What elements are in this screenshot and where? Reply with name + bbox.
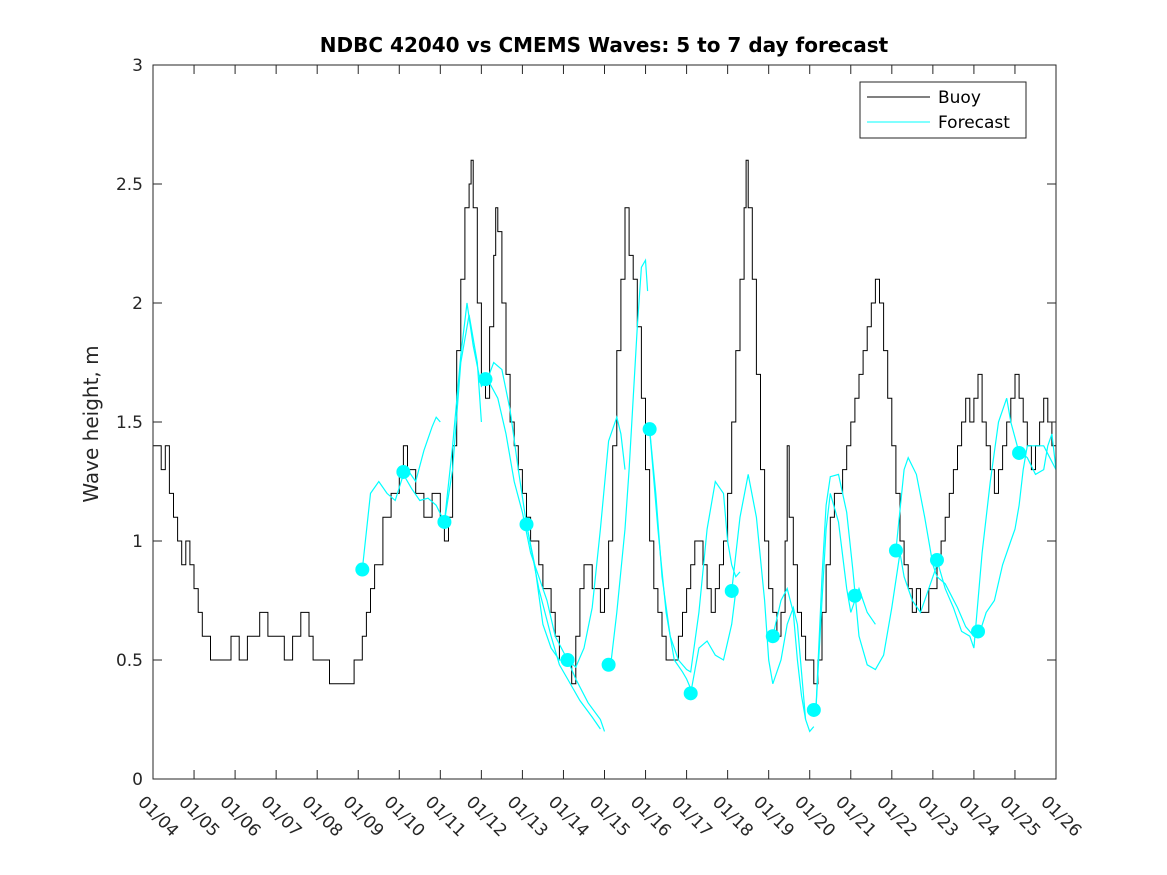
series-line-forecast-segment xyxy=(815,473,938,711)
series-line-forecast-segment xyxy=(731,474,815,733)
forecast-marker-point xyxy=(683,686,698,701)
forecast-marker-point xyxy=(1012,445,1027,460)
series-line-forecast-segment xyxy=(979,445,1057,632)
chart-title: NDBC 42040 vs CMEMS Waves: 5 to 7 day fo… xyxy=(320,33,889,57)
y-tick-label: 3 xyxy=(132,56,143,76)
legend: Buoy Forecast xyxy=(859,81,1027,139)
series-line-forecast-segment xyxy=(567,659,606,732)
series-line-forecast-segment xyxy=(610,258,649,665)
y-tick-label: 0 xyxy=(132,770,143,790)
series-line-forecast-segment xyxy=(772,586,807,720)
series-line-forecast-segment xyxy=(815,493,876,711)
y-axis-label: Wave height, m xyxy=(79,345,103,502)
series-line-forecast-segment xyxy=(1020,433,1057,476)
series-line-forecast-segment xyxy=(649,429,741,673)
y-tick-label: 2 xyxy=(132,294,143,314)
series-line-forecast-segment xyxy=(525,524,601,730)
forecast-marker-point xyxy=(478,372,493,387)
forecast-marker-point xyxy=(396,464,411,479)
series-line-forecast-segment xyxy=(486,378,626,669)
forecast-marker-point xyxy=(929,553,944,568)
forecast-marker-point xyxy=(519,517,534,532)
y-tick-label: 2.5 xyxy=(116,175,143,195)
forecast-marker-point xyxy=(355,562,370,577)
y-tick-label: 1 xyxy=(132,532,143,552)
legend-forecast-label: Forecast xyxy=(938,113,1010,133)
series-line-forecast-segment xyxy=(690,590,737,694)
forecast-marker-point xyxy=(971,624,986,639)
plot-area xyxy=(153,159,1057,733)
forecast-marker-point xyxy=(560,653,575,667)
forecast-marker-point xyxy=(806,702,821,717)
forecast-marker-point xyxy=(642,422,657,437)
forecast-marker-point xyxy=(437,514,452,529)
series-line-forecast-segment xyxy=(936,398,1020,649)
legend-box xyxy=(859,81,1027,139)
forecast-marker-point xyxy=(847,588,862,603)
y-tick-label: 0.5 xyxy=(116,651,143,671)
legend-buoy-label: Buoy xyxy=(938,88,981,108)
forecast-marker-point xyxy=(601,657,616,672)
y-tick-label: 1.5 xyxy=(116,413,143,433)
forecast-marker-point xyxy=(724,583,739,598)
forecast-marker-point xyxy=(888,543,903,558)
axes-frame xyxy=(152,64,1057,780)
forecast-marker-point xyxy=(765,629,780,644)
